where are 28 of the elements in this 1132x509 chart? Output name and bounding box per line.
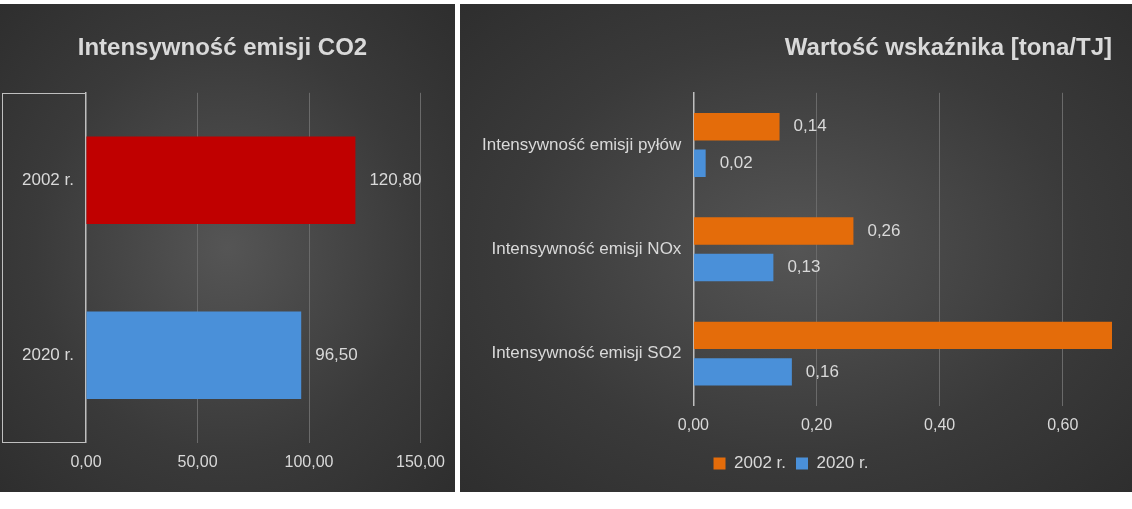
x-tick-label: 0,20 [800, 415, 833, 433]
bar [693, 149, 706, 177]
legend-label: 2020 r. [816, 453, 869, 473]
data-label: 0,16 [805, 361, 839, 381]
data-label: 120,80 [369, 169, 422, 189]
y-tick-label: Intensywność emisji SO2 [491, 343, 682, 363]
bar [693, 113, 780, 141]
x-tick-label: 150,00 [396, 452, 446, 470]
data-label: 0,02 [719, 152, 753, 172]
x-tick-label: 0,40 [924, 415, 956, 433]
y-tick-label: Intensywność emisji pyłów [481, 134, 683, 154]
x-tick-label: 0,00 [677, 415, 710, 433]
x-tick-label: 0,00 [70, 452, 102, 470]
data-label: 0,26 [867, 220, 901, 240]
data-label: 0,13 [787, 257, 821, 277]
bar [693, 217, 854, 245]
x-tick-label: 100,00 [284, 452, 334, 470]
chart-title: Intensywność emisji CO2 [77, 33, 368, 61]
bar [693, 321, 1112, 350]
chart-title: Wartość wskaźnika [tona/TJ] [784, 33, 1112, 61]
legend-label: 2002 r. [734, 453, 787, 473]
data-label: 0,14 [793, 116, 827, 136]
bar [693, 253, 774, 282]
bar [693, 358, 792, 386]
x-tick-label: 0,60 [1047, 415, 1079, 433]
data-label: 96,50 [315, 344, 358, 364]
y-tick-label: Intensywność emisji NOx [491, 238, 682, 258]
x-tick-label: 50,00 [177, 452, 218, 470]
